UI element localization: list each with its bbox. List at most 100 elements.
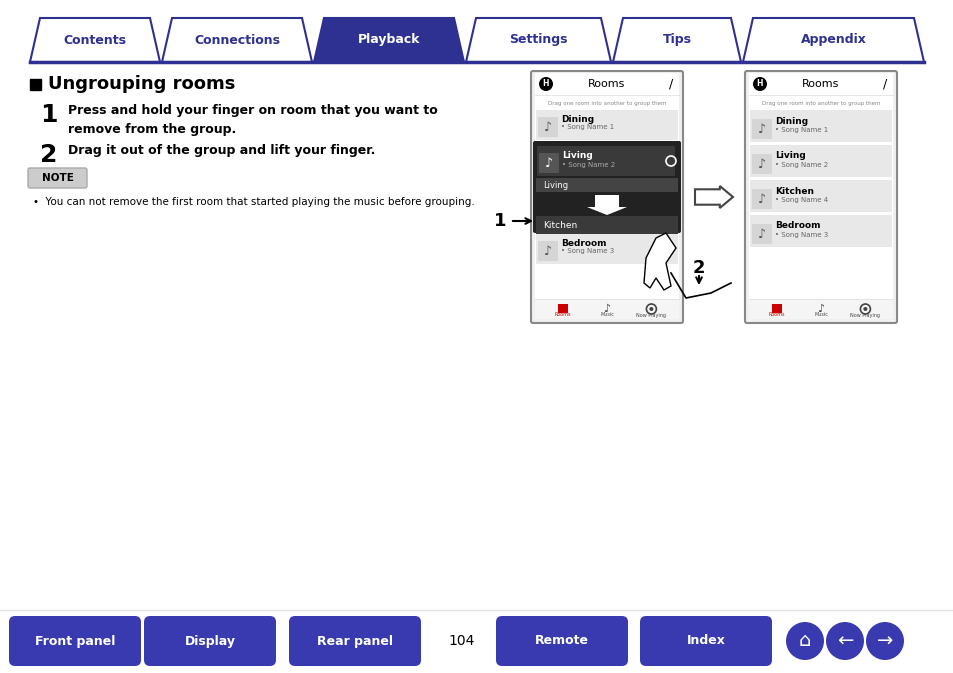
Text: Music: Music	[813, 312, 827, 318]
FancyBboxPatch shape	[538, 153, 558, 173]
FancyBboxPatch shape	[144, 616, 275, 666]
Text: ♪: ♪	[543, 120, 552, 133]
FancyBboxPatch shape	[536, 234, 678, 264]
Text: /: /	[668, 77, 673, 90]
Text: Drag one room into another to group them: Drag one room into another to group them	[760, 100, 880, 106]
Text: ♪: ♪	[758, 122, 765, 135]
Text: Rear panel: Rear panel	[316, 635, 393, 647]
Text: ♪: ♪	[543, 244, 552, 258]
Text: • Song Name 4: • Song Name 4	[774, 197, 827, 203]
FancyBboxPatch shape	[536, 110, 678, 140]
Circle shape	[649, 307, 653, 311]
Circle shape	[825, 622, 863, 660]
Polygon shape	[162, 18, 312, 62]
Text: Bedroom: Bedroom	[774, 221, 820, 230]
Circle shape	[865, 622, 903, 660]
FancyBboxPatch shape	[749, 215, 891, 247]
Bar	[535, 73, 679, 95]
Text: Rooms: Rooms	[801, 79, 839, 89]
Polygon shape	[586, 195, 626, 215]
Text: Drag one room into another to group them: Drag one room into another to group them	[547, 100, 665, 106]
Polygon shape	[314, 18, 463, 62]
Bar	[535, 299, 679, 319]
Text: Connections: Connections	[193, 34, 280, 46]
FancyBboxPatch shape	[749, 110, 891, 142]
Text: ♪: ♪	[758, 227, 765, 240]
Circle shape	[752, 77, 766, 91]
Text: Rooms: Rooms	[767, 312, 784, 318]
Text: 2: 2	[40, 143, 57, 167]
Text: ♪: ♪	[544, 157, 553, 170]
Bar	[535, 75, 679, 319]
Bar	[748, 75, 892, 319]
Bar	[748, 73, 892, 95]
FancyBboxPatch shape	[751, 119, 771, 139]
Polygon shape	[695, 186, 732, 208]
Text: Living: Living	[561, 151, 592, 160]
Text: ←: ←	[836, 631, 852, 651]
Text: ♪: ♪	[817, 304, 823, 314]
Text: • Song Name 2: • Song Name 2	[774, 162, 827, 168]
Text: Now Playing: Now Playing	[636, 312, 666, 318]
FancyBboxPatch shape	[639, 616, 771, 666]
Polygon shape	[30, 18, 160, 62]
FancyBboxPatch shape	[496, 616, 627, 666]
Text: Tips: Tips	[661, 34, 691, 46]
Text: Contents: Contents	[64, 34, 127, 46]
Circle shape	[538, 77, 553, 91]
FancyBboxPatch shape	[9, 616, 141, 666]
Text: 2: 2	[692, 259, 704, 277]
Text: 1: 1	[40, 103, 57, 127]
Text: Index: Index	[686, 635, 724, 647]
Text: Display: Display	[184, 635, 235, 647]
Polygon shape	[613, 18, 740, 62]
FancyBboxPatch shape	[533, 141, 680, 233]
Polygon shape	[742, 18, 923, 62]
FancyBboxPatch shape	[289, 616, 420, 666]
FancyBboxPatch shape	[28, 168, 87, 188]
FancyBboxPatch shape	[537, 146, 675, 176]
Text: ⌂: ⌂	[798, 631, 810, 651]
Polygon shape	[643, 233, 676, 290]
Polygon shape	[465, 18, 610, 62]
Text: ♪: ♪	[603, 304, 610, 314]
Text: Playback: Playback	[357, 34, 420, 46]
Text: H: H	[756, 79, 762, 89]
Text: 1: 1	[494, 212, 506, 230]
Bar	[30, 79, 41, 90]
FancyBboxPatch shape	[749, 180, 891, 212]
Text: Front panel: Front panel	[34, 635, 115, 647]
Text: /: /	[882, 77, 886, 90]
Text: Press and hold your finger on room that you want to
remove from the group.: Press and hold your finger on room that …	[68, 104, 437, 136]
Text: • Song Name 1: • Song Name 1	[774, 127, 827, 133]
Text: H: H	[542, 79, 549, 89]
Text: Kitchen: Kitchen	[774, 186, 813, 195]
Text: Now Playing: Now Playing	[849, 312, 880, 318]
FancyBboxPatch shape	[537, 241, 558, 261]
Bar	[536, 178, 678, 192]
Text: •  You can not remove the first room that started playing the music before group: • You can not remove the first room that…	[33, 197, 475, 207]
Text: Settings: Settings	[509, 34, 567, 46]
Text: Living: Living	[542, 180, 568, 190]
Text: Dining: Dining	[774, 116, 807, 125]
Text: • Song Name 3: • Song Name 3	[560, 248, 614, 254]
Text: NOTE: NOTE	[42, 173, 74, 183]
Text: Kitchen: Kitchen	[542, 221, 577, 229]
FancyBboxPatch shape	[537, 117, 558, 137]
Text: • Song Name 2: • Song Name 2	[561, 162, 615, 168]
Text: Bedroom: Bedroom	[560, 238, 606, 248]
Text: Music: Music	[599, 312, 614, 318]
Text: Drag it out of the group and lift your finger.: Drag it out of the group and lift your f…	[68, 144, 375, 157]
FancyBboxPatch shape	[751, 189, 771, 209]
Text: ♪: ♪	[758, 192, 765, 205]
FancyBboxPatch shape	[531, 71, 682, 323]
Text: Rooms: Rooms	[588, 79, 625, 89]
Text: • Song Name 1: • Song Name 1	[560, 124, 614, 130]
Text: ♪: ♪	[758, 157, 765, 170]
Text: Living: Living	[774, 151, 805, 160]
Bar	[771, 304, 781, 313]
Text: →: →	[876, 631, 892, 651]
Text: Remote: Remote	[535, 635, 588, 647]
Bar	[536, 216, 678, 234]
Text: 104: 104	[448, 634, 475, 648]
